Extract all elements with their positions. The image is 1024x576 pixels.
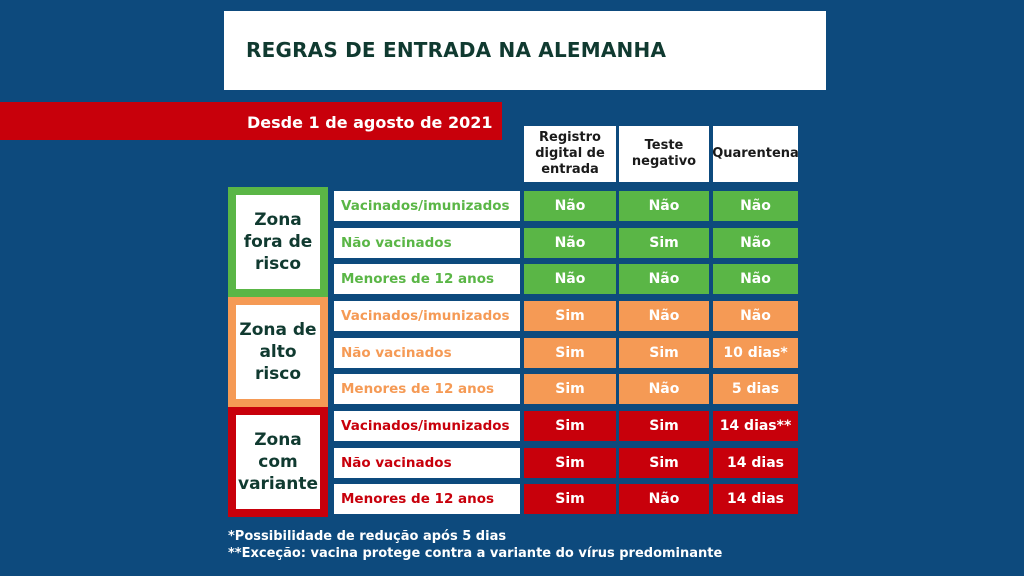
cell-teste: Não — [619, 484, 709, 514]
footnote-1: *Possibilidade de redução após 5 dias — [228, 529, 507, 544]
category-label: Menores de 12 anos — [334, 374, 520, 404]
category-label: Menores de 12 anos — [334, 484, 520, 514]
cell-registro: Não — [524, 264, 616, 294]
cell-registro: Sim — [524, 484, 616, 514]
date-band: Desde 1 de agosto de 2021 — [0, 102, 502, 140]
zone-orange-frame: Zona de alto risco — [228, 297, 328, 407]
category-label: Menores de 12 anos — [334, 264, 520, 294]
cell-quarentena: Não — [713, 191, 798, 221]
zone-green-frame: Zona fora de risco — [228, 187, 328, 297]
zone-label: Zona fora de risco — [236, 195, 320, 289]
page-title: REGRAS DE ENTRADA NA ALEMANHA — [246, 38, 667, 62]
cell-teste: Sim — [619, 411, 709, 441]
cell-teste: Sim — [619, 338, 709, 368]
category-label: Não vacinados — [334, 228, 520, 258]
date-subtitle: Desde 1 de agosto de 2021 — [247, 113, 493, 132]
cell-registro: Sim — [524, 411, 616, 441]
column-header-teste: Teste negativo — [619, 126, 709, 182]
cell-registro: Sim — [524, 448, 616, 478]
cell-registro: Não — [524, 191, 616, 221]
cell-quarentena: 5 dias — [713, 374, 798, 404]
cell-registro: Sim — [524, 374, 616, 404]
cell-teste: Não — [619, 374, 709, 404]
category-label: Vacinados/imunizados — [334, 191, 520, 221]
category-label: Não vacinados — [334, 338, 520, 368]
category-label: Vacinados/imunizados — [334, 301, 520, 331]
cell-teste: Não — [619, 301, 709, 331]
cell-registro: Sim — [524, 338, 616, 368]
zone-label: Zona de alto risco — [236, 305, 320, 399]
footnote-2: **Exceção: vacina protege contra a varia… — [228, 546, 723, 561]
category-label: Vacinados/imunizados — [334, 411, 520, 441]
cell-quarentena: 14 dias — [713, 448, 798, 478]
cell-quarentena: 14 dias — [713, 484, 798, 514]
column-header-quarentena: Quarentena — [712, 126, 799, 182]
cell-teste: Sim — [619, 228, 709, 258]
cell-registro: Não — [524, 228, 616, 258]
cell-quarentena: Não — [713, 301, 798, 331]
cell-registro: Sim — [524, 301, 616, 331]
title-box: REGRAS DE ENTRADA NA ALEMANHA — [224, 11, 826, 90]
category-label: Não vacinados — [334, 448, 520, 478]
cell-teste: Não — [619, 264, 709, 294]
cell-quarentena: 14 dias** — [713, 411, 798, 441]
column-header-registro: Registro digital de entrada — [524, 126, 616, 182]
cell-teste: Sim — [619, 448, 709, 478]
cell-quarentena: Não — [713, 264, 798, 294]
cell-quarentena: Não — [713, 228, 798, 258]
cell-quarentena: 10 dias* — [713, 338, 798, 368]
cell-teste: Não — [619, 191, 709, 221]
zone-red-frame: Zona com variante — [228, 407, 328, 517]
zone-label: Zona com variante — [236, 415, 320, 509]
